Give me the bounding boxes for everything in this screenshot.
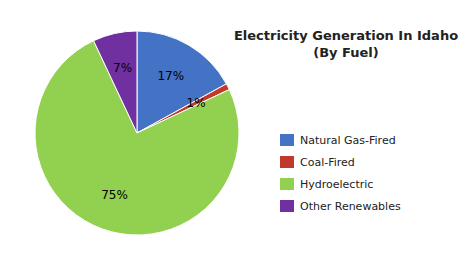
legend-label: Coal-Fired (300, 156, 355, 169)
chart-container: 17%1% 75% 7% Electricity Generation In Idah… (0, 0, 474, 266)
legend-swatch (280, 200, 294, 212)
chart-title-line: (By Fuel) (313, 45, 379, 60)
legend-swatch (280, 156, 294, 168)
pie-slice (94, 31, 137, 133)
pie (35, 31, 239, 235)
legend-label: Natural Gas-Fired (300, 134, 396, 147)
legend-swatch (280, 134, 294, 146)
data-label: 7% (113, 61, 132, 75)
chart-title: Electricity Generation In Idaho (By Fuel) (234, 28, 458, 60)
legend: Natural Gas-Fired Coal-Fired Hydroelectric… (280, 134, 401, 213)
legend-label: Hydroelectric (300, 178, 373, 191)
data-label: 75% (101, 188, 128, 202)
chart-svg: 17%1% 75% 7% Electricity Generation In Idah… (0, 0, 474, 266)
data-label: 17% (157, 69, 184, 83)
data-labels: 17%1% 75% 7% (101, 61, 205, 202)
legend-swatch (280, 178, 294, 190)
data-label: 1% (187, 96, 206, 110)
legend-label: Other Renewables (300, 200, 401, 213)
chart-title-line: Electricity Generation In Idaho (234, 28, 458, 43)
